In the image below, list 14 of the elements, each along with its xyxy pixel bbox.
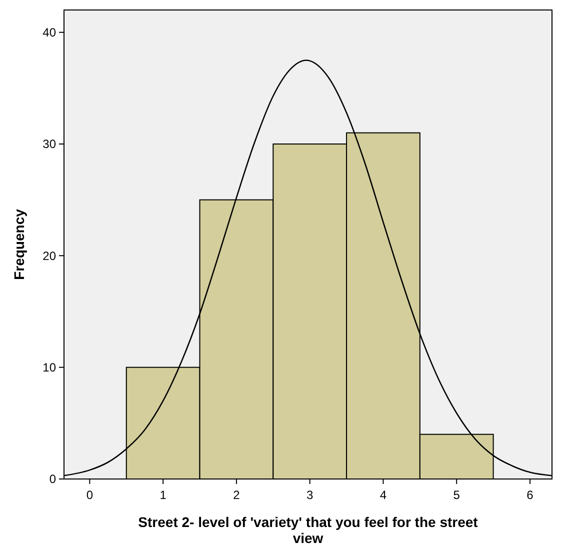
y-tick-label: 10 — [42, 360, 56, 375]
x-tick-label: 2 — [233, 488, 240, 502]
y-tick-label: 30 — [42, 137, 56, 152]
x-tick-label: 5 — [453, 488, 460, 502]
y-tick-label: 40 — [42, 26, 56, 40]
y-tick-label: 0 — [49, 472, 56, 486]
x-tick-label: 0 — [86, 488, 94, 502]
x-tick-label: 3 — [306, 488, 314, 502]
y-axis-title: Frequency — [11, 208, 27, 280]
x-tick-label: 4 — [380, 488, 387, 502]
x-tick-label: 6 — [526, 488, 534, 502]
x-tick-label: 1 — [160, 488, 167, 502]
y-tick-label: 20 — [42, 248, 56, 263]
x-axis-title: Street 2- level of 'variety' that you feel for the street view — [138, 514, 478, 546]
